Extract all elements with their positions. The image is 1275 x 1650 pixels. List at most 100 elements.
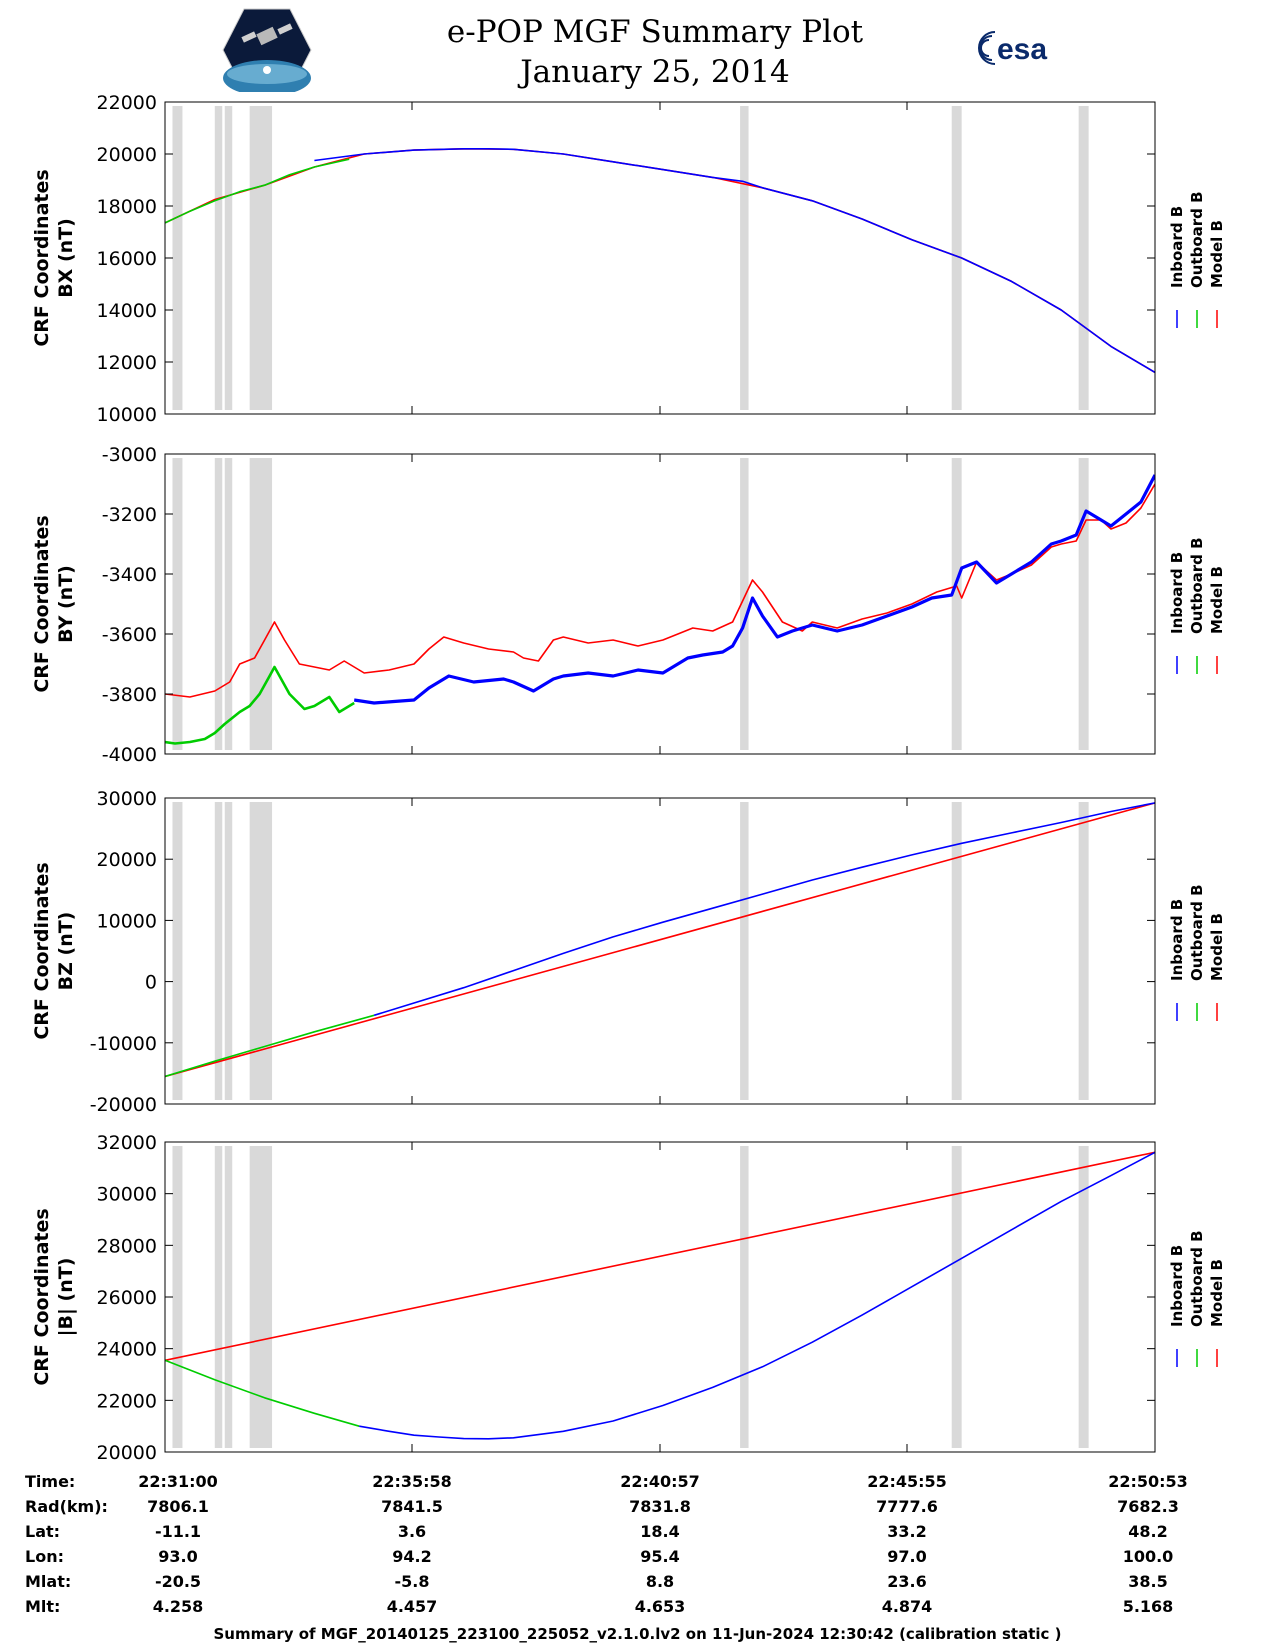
- ephemeris-row-label: Lat:: [25, 1522, 60, 1541]
- y-tick-label: 12000: [97, 352, 157, 374]
- data-gap-band: [249, 802, 273, 1100]
- data-gap-band: [172, 458, 183, 750]
- ephemeris-table: Time: Rad(km): Lat: Lon: Mlat: Mlt: 22:31:00 78…: [25, 1472, 1188, 1616]
- y-tick-label: 32000: [97, 1132, 157, 1154]
- ephemeris-value: -11.1: [155, 1522, 201, 1541]
- series-line-outboard: [165, 665, 355, 745]
- legend-label: Model B: [1208, 913, 1226, 981]
- y-tick-label: 18000: [97, 196, 157, 218]
- data-gap-band: [951, 106, 962, 410]
- ephemeris-value: 4.258: [153, 1597, 204, 1616]
- ephemeris-row-label: Mlat:: [25, 1572, 71, 1591]
- data-gap-band: [224, 458, 233, 750]
- series-group: [165, 474, 1155, 745]
- data-gap-band: [1078, 458, 1089, 750]
- y-tick-label: -10000: [90, 1033, 157, 1055]
- esa-logo-text: esa: [997, 33, 1047, 66]
- y-tick-label: 30000: [97, 1184, 157, 1206]
- y-axis-label-line: |B| (nT): [55, 1258, 77, 1337]
- ephemeris-value: 100.0: [1123, 1547, 1174, 1566]
- y-tick-label: 20000: [97, 144, 157, 166]
- ephemeris-value: 7831.8: [629, 1497, 691, 1516]
- ephemeris-value: 7841.5: [381, 1497, 443, 1516]
- data-gap-band: [249, 106, 273, 410]
- ephemeris-row-label: Lon:: [25, 1547, 64, 1566]
- y-tick-label: 16000: [97, 248, 157, 270]
- panel-2: -3000 -3200 -3400 -3600 -3800 -4000 CRF Coordi…: [31, 444, 1226, 766]
- y-axis-label-line: BY (nT): [55, 565, 77, 643]
- ephemeris-value: 7806.1: [147, 1497, 209, 1516]
- data-gap-band: [224, 106, 233, 410]
- data-gap-band: [951, 802, 962, 1100]
- y-tick-label: 30000: [97, 788, 157, 810]
- data-gap-band: [1078, 1146, 1089, 1448]
- data-gap-band: [172, 106, 183, 410]
- data-gap-band: [214, 458, 223, 750]
- data-gap-band: [224, 1146, 233, 1448]
- ephemeris-value: -20.5: [155, 1572, 201, 1591]
- series-line-inboard: [359, 1151, 1155, 1440]
- series-line-inboard: [314, 148, 1155, 374]
- data-gap-band: [224, 802, 233, 1100]
- panel-4: 32000 30000 28000 26000 24000 22000 20000 CRF C…: [31, 1132, 1226, 1464]
- y-tick-label: 22000: [97, 1390, 157, 1412]
- y-axis-label-line: BX (nT): [55, 218, 77, 298]
- legend-label: Model B: [1208, 1259, 1226, 1327]
- ephemeris-value: 8.8: [646, 1572, 674, 1591]
- series-line-model: [165, 148, 1155, 374]
- ephemeris-value: 38.5: [1128, 1572, 1167, 1591]
- ephemeris-value: 97.0: [887, 1547, 926, 1566]
- legend-label: Outboard B: [1188, 537, 1206, 634]
- ephemeris-value: 18.4: [640, 1522, 679, 1541]
- y-axis-label: CRF Coordinates |B| (nT): [31, 1208, 77, 1385]
- data-gap-band: [249, 458, 273, 750]
- series-line-model: [165, 1151, 1155, 1362]
- legend-label: Inboard B: [1168, 1245, 1186, 1327]
- y-tick-label: 14000: [97, 300, 157, 322]
- y-tick-label: -20000: [90, 1094, 157, 1116]
- ephemeris-value: 33.2: [887, 1522, 926, 1541]
- footer-summary: Summary of MGF_20140125_223100_225052_v2…: [213, 1625, 1062, 1643]
- legend-label: Inboard B: [1168, 552, 1186, 634]
- series-line-outboard: [165, 1359, 360, 1427]
- legend-label: Inboard B: [1168, 899, 1186, 981]
- panel-3: 30000 20000 10000 0 -10000 -20000 CRF Coordina…: [31, 788, 1226, 1116]
- y-tick-label: 22000: [97, 92, 157, 114]
- series-group: [165, 1151, 1155, 1440]
- y-axis-label: CRF Coordinates BX (nT): [31, 169, 77, 346]
- ephemeris-row-label: Mlt:: [25, 1597, 60, 1616]
- ephemeris-value: 22:31:00: [138, 1472, 218, 1491]
- data-gap-band: [740, 458, 749, 750]
- plot-frame: [164, 1141, 1156, 1453]
- ephemeris-value: 5.168: [1123, 1597, 1174, 1616]
- ephemeris-value: 7777.6: [876, 1497, 938, 1516]
- series-group: [165, 148, 1155, 374]
- esa-logo-icon: esa: [978, 31, 1047, 66]
- y-tick-label: 10000: [97, 404, 157, 426]
- y-axis-label-line: CRF Coordinates: [31, 862, 53, 1039]
- y-axis-label-line: CRF Coordinates: [31, 169, 53, 346]
- y-tick-label: 26000: [97, 1287, 157, 1309]
- legend-label: Outboard B: [1188, 1230, 1206, 1327]
- legend-label: Outboard B: [1188, 884, 1206, 981]
- ephemeris-value: 4.874: [882, 1597, 933, 1616]
- plot-frame: [164, 453, 1156, 755]
- chart-title-line2: January 25, 2014: [520, 54, 790, 90]
- ephemeris-row-label: Time:: [25, 1472, 75, 1491]
- data-gap-band: [740, 802, 749, 1100]
- series-group: [165, 802, 1155, 1078]
- plot-frame: [164, 101, 1156, 415]
- data-gap-band: [951, 1146, 962, 1448]
- ephemeris-value: 93.0: [158, 1547, 197, 1566]
- data-gap-band: [249, 1146, 273, 1448]
- data-gap-band: [214, 802, 223, 1100]
- y-tick-label: -3000: [102, 444, 157, 466]
- data-gap-band: [214, 106, 223, 410]
- data-gap-band: [172, 1146, 183, 1448]
- y-tick-label: 20000: [97, 849, 157, 871]
- y-tick-label: -4000: [102, 744, 157, 766]
- y-tick-label: 10000: [97, 910, 157, 932]
- y-axis-label-line: BZ (nT): [55, 912, 77, 991]
- ephemeris-value: 22:40:57: [620, 1472, 700, 1491]
